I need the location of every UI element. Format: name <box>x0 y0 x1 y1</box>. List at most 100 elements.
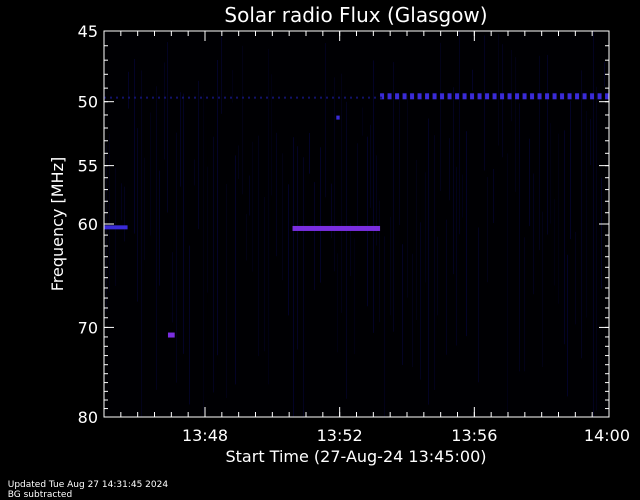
texture-stripe <box>373 60 374 333</box>
band-segment <box>507 93 512 100</box>
texture-stripe <box>337 253 338 353</box>
x-axis-label: Start Time (27-Aug-24 13:45:00) <box>226 447 487 466</box>
band-segment <box>332 96 334 99</box>
texture-stripe <box>575 231 576 325</box>
y-tick-label: 45 <box>78 22 98 41</box>
band-segment <box>350 96 352 99</box>
band-segment <box>224 96 226 99</box>
texture-stripe <box>235 155 236 385</box>
band-segment <box>308 96 310 99</box>
band-segment <box>477 93 482 100</box>
band-segment <box>134 96 136 99</box>
band-segment <box>605 93 610 100</box>
texture-stripe <box>276 132 277 257</box>
band-segment <box>515 93 520 100</box>
texture-stripe <box>172 252 173 323</box>
texture-stripe <box>258 135 259 357</box>
texture-stripe <box>198 80 199 230</box>
band-segment <box>567 93 572 100</box>
texture-stripe <box>144 157 145 261</box>
band-segment <box>218 96 220 99</box>
band-segment <box>152 96 154 99</box>
emission-burst <box>292 225 381 231</box>
band-segment <box>230 96 232 99</box>
texture-stripe <box>462 174 463 218</box>
texture-stripe <box>271 74 272 196</box>
texture-stripe <box>293 137 294 417</box>
texture-stripe <box>249 175 250 216</box>
texture-stripe <box>354 238 355 355</box>
band-segment <box>260 96 262 99</box>
texture-stripe <box>357 143 358 230</box>
band-segment <box>320 96 322 99</box>
band-segment <box>387 93 392 100</box>
texture-stripe <box>390 216 391 316</box>
band-segment <box>248 96 250 99</box>
texture-stripe <box>376 155 377 246</box>
texture-stripe <box>226 183 227 398</box>
texture-stripe <box>134 58 135 234</box>
band-segment <box>362 96 364 99</box>
texture-stripe <box>440 42 441 191</box>
band-segment <box>545 93 550 100</box>
band-segment <box>410 93 415 100</box>
texture-stripe <box>420 222 421 380</box>
texture-stripe <box>412 253 413 368</box>
band-segment <box>188 96 190 99</box>
texture-stripe <box>282 153 283 281</box>
texture-stripe <box>141 70 142 418</box>
band-segment <box>110 96 112 99</box>
band-segment <box>552 93 557 100</box>
y-tick-label: 60 <box>78 215 98 234</box>
band-segment <box>560 93 565 100</box>
band-segment <box>176 96 178 99</box>
band-segment <box>432 93 437 100</box>
texture-stripe <box>297 146 298 350</box>
texture-stripe <box>601 177 602 289</box>
band-segment <box>368 96 370 99</box>
texture-stripe <box>407 95 408 298</box>
band-segment <box>338 96 340 99</box>
texture-stripe <box>232 70 233 103</box>
texture-stripe <box>164 62 165 160</box>
texture-stripe <box>213 136 214 393</box>
band-segment <box>170 96 172 99</box>
texture-stripe <box>183 93 184 354</box>
x-tick-label: 13:52 <box>317 426 363 445</box>
texture-stripe <box>159 170 160 286</box>
texture-stripe <box>524 237 525 372</box>
band-segment <box>122 96 124 99</box>
texture-stripe <box>402 244 403 365</box>
band-segment <box>146 96 148 99</box>
texture-stripe <box>367 136 368 307</box>
texture-stripe <box>478 227 479 383</box>
spectrogram-plot-area <box>103 30 610 418</box>
band-segment <box>278 96 280 99</box>
x-axis: 13:48 13:52 13:56 14:00 <box>120 31 630 445</box>
texture-stripe <box>124 186 125 242</box>
band-segment <box>200 96 202 99</box>
texture-stripe <box>493 168 494 224</box>
texture-stripe <box>109 133 110 293</box>
texture-stripe <box>325 42 326 198</box>
texture-stripe <box>242 45 243 195</box>
texture-stripe <box>539 55 540 251</box>
band-segment <box>344 96 346 99</box>
bg-subtracted-note: BG subtracted <box>7 490 73 500</box>
background-texture <box>106 31 605 418</box>
texture-stripe <box>176 132 177 383</box>
y-tick-label: 55 <box>78 157 98 176</box>
band-segment <box>440 93 445 100</box>
texture-stripe <box>554 198 555 286</box>
band-segment <box>590 93 595 100</box>
band-segment <box>242 96 244 99</box>
texture-stripe <box>346 101 347 399</box>
texture-stripe <box>362 107 363 136</box>
band-segment <box>485 93 490 100</box>
x-tick-label: 13:56 <box>451 426 497 445</box>
texture-stripe <box>547 54 548 235</box>
texture-stripe <box>393 62 394 332</box>
texture-stripe <box>370 124 371 208</box>
x-tick-label: 14:00 <box>584 426 630 445</box>
texture-stripe <box>449 138 450 201</box>
